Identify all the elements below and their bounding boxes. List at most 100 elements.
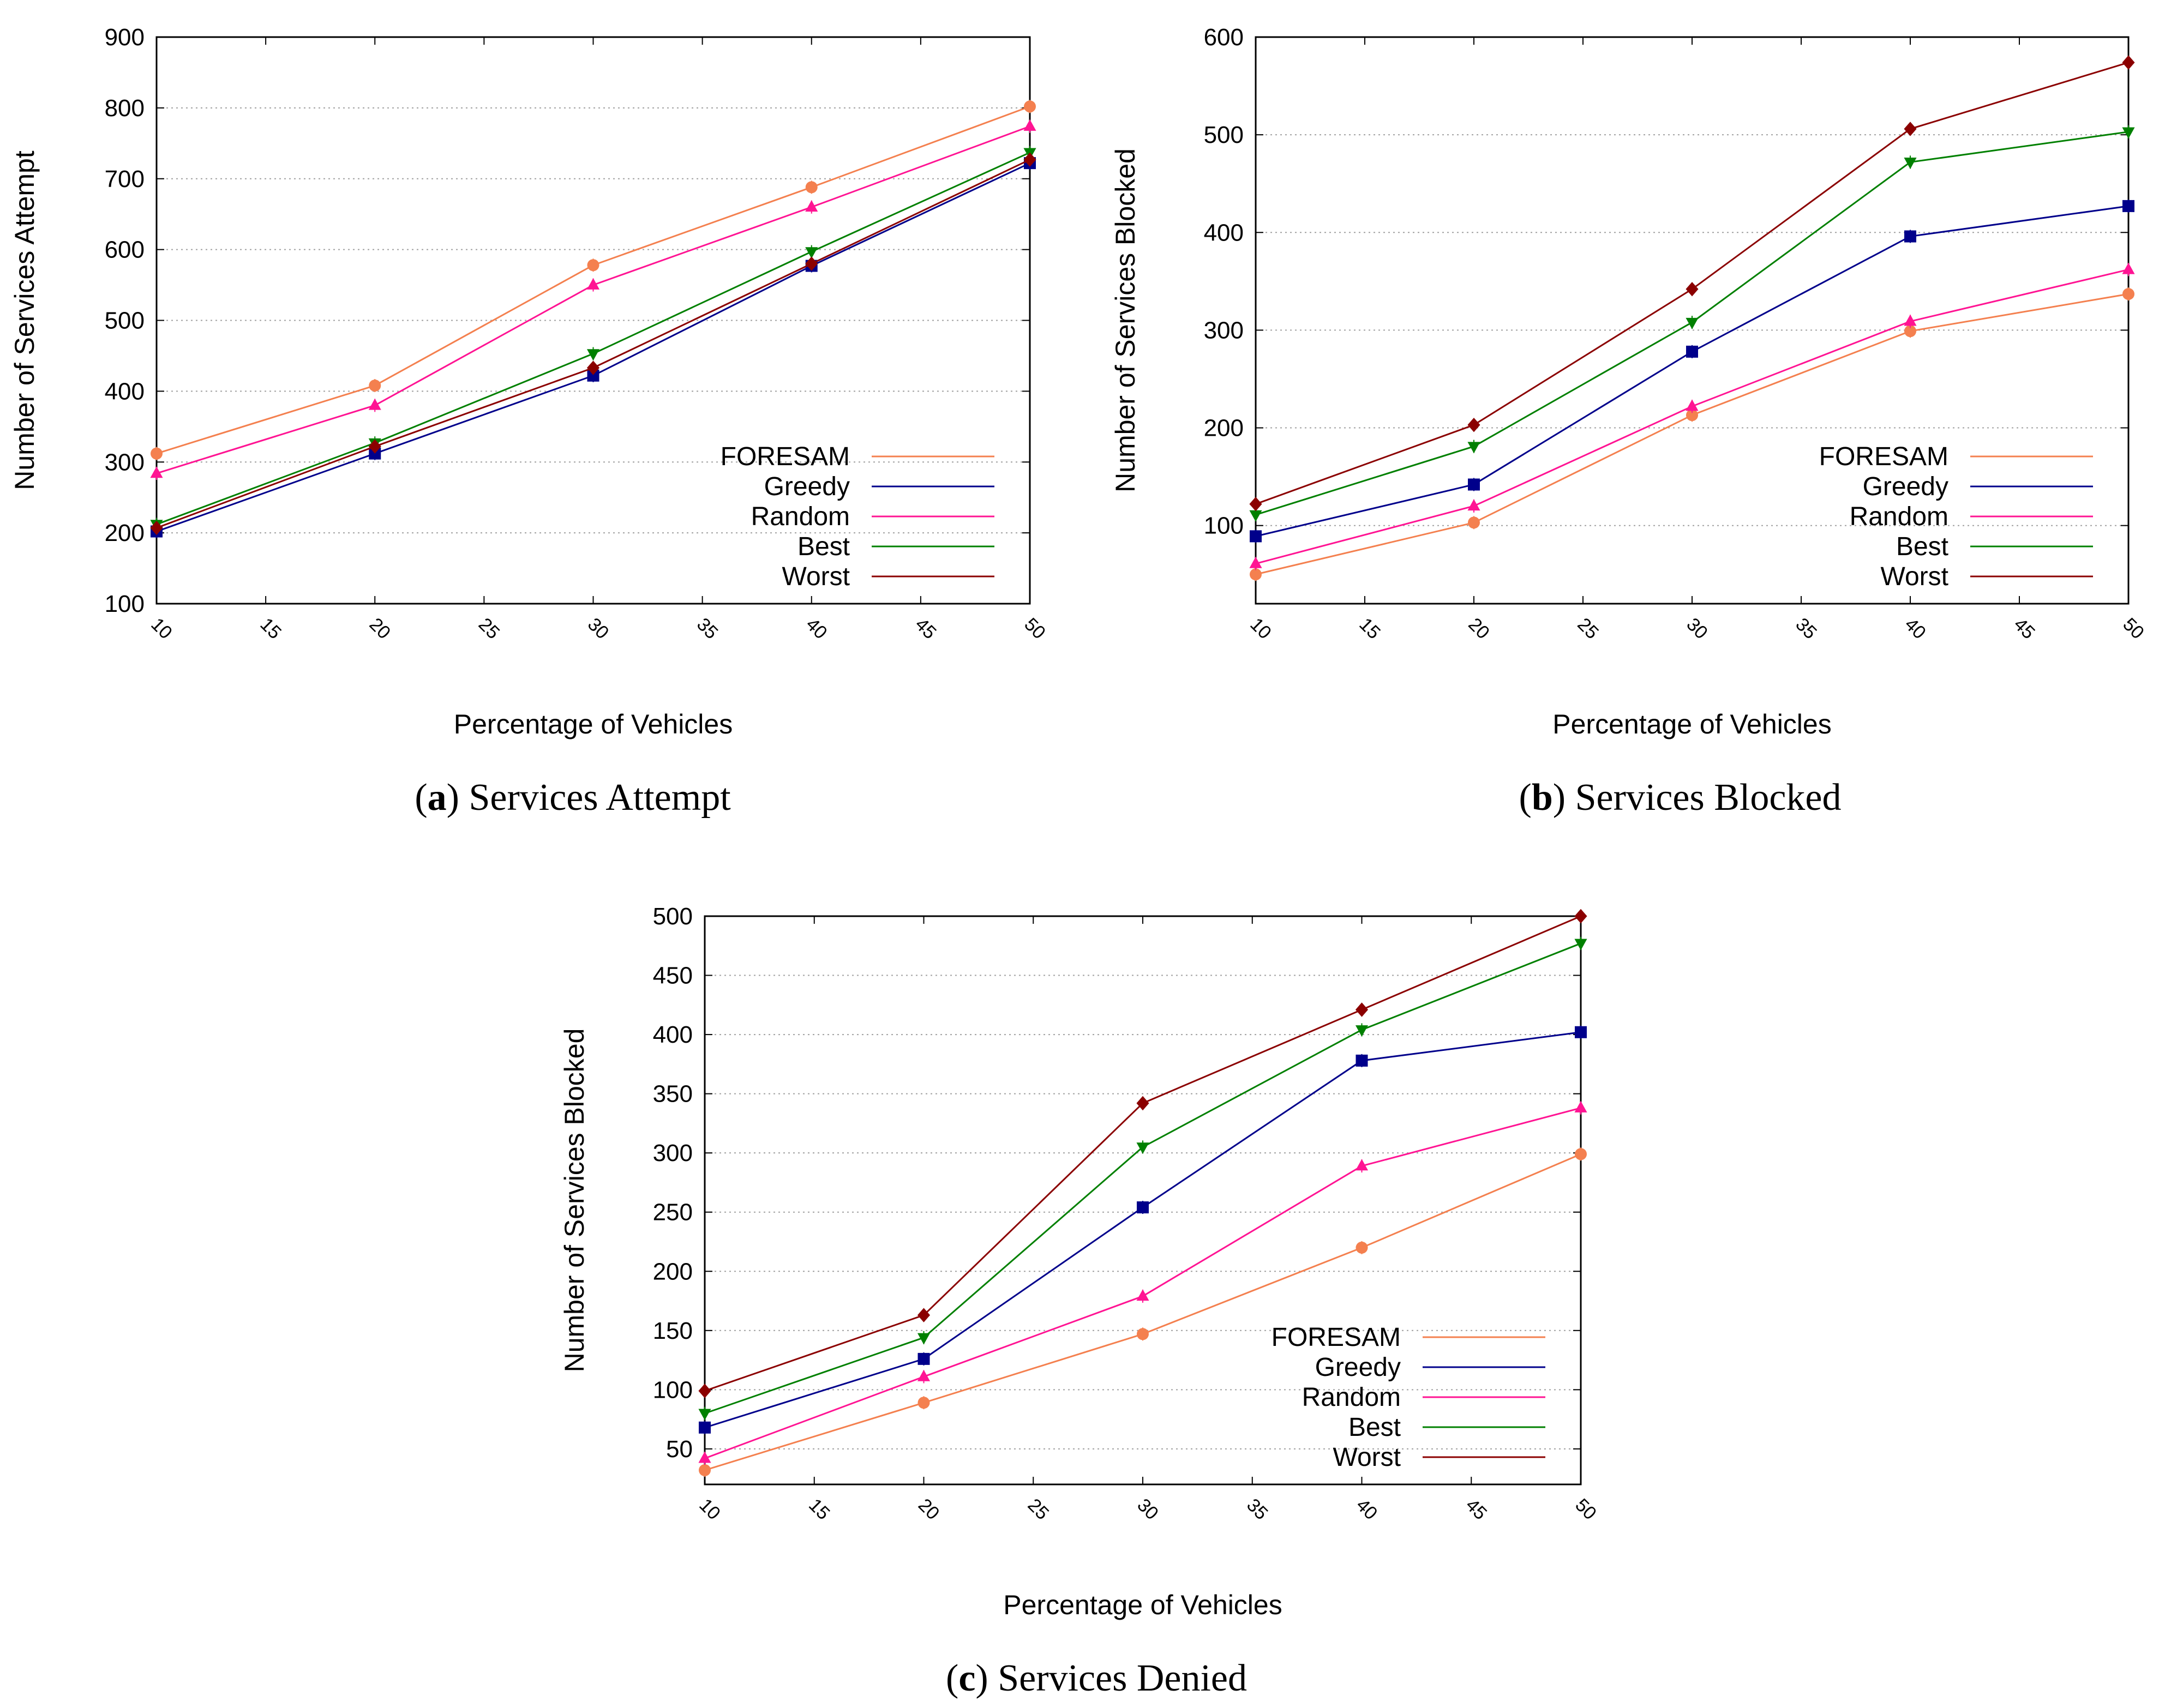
panel-b-series-worst-point [1904, 122, 1917, 136]
panel-a-caption: (a) Services Attempt [415, 777, 731, 819]
panel-b-ytick-label: 100 [1204, 513, 1244, 539]
panel-b-series-best-point [1686, 317, 1699, 329]
panel-b-series-random-point [1904, 314, 1917, 326]
panel-a-plot-frame [155, 36, 1031, 605]
panel-a-ytick-label: 600 [105, 237, 145, 263]
panel-c-series-random-point [1355, 1159, 1369, 1171]
panel-c-legend-label-random: Random [1302, 1383, 1401, 1412]
panel-b-ytick-label: 200 [1204, 415, 1244, 442]
panel-b-series-foresam-point [1250, 568, 1262, 581]
panel-a-series-worst-point [1023, 152, 1036, 167]
panel-b-series-foresam-point [2122, 288, 2134, 300]
panel-a-legend-label-worst: Worst [782, 562, 850, 591]
panel-b-series-worst-point [1467, 417, 1480, 432]
panel-b-legend-label-foresam: FORESAM [1819, 442, 1948, 471]
panel-b-series-random-point [2122, 262, 2135, 274]
panel-c-plot-frame [704, 915, 1582, 1486]
panel-c-series-greedy-point [917, 1352, 930, 1365]
panel-c-series-greedy-point [1137, 1201, 1149, 1214]
panel-b-series-greedy-point [1904, 230, 1916, 243]
panel-c-legend-label-foresam: FORESAM [1272, 1323, 1401, 1352]
panel-a-series-foresam-point [1024, 100, 1036, 113]
panel-b-series-random-point [1249, 556, 1262, 568]
panel-a-series-foresam-point [151, 447, 163, 460]
panel-c-series-best-point [917, 1333, 931, 1345]
panel-b-legend-label-random: Random [1850, 502, 1948, 531]
panel-a-ytick-label: 900 [105, 24, 145, 51]
panel-b-plot-frame [1255, 36, 2130, 605]
panel-c-series-greedy-point [1356, 1054, 1368, 1067]
panel-c-x-axis-label: Percentage of Vehicles [1003, 1590, 1282, 1620]
panel-b-series-greedy-point [1468, 478, 1480, 491]
panel-a-series-foresam-point [587, 259, 599, 272]
panel-b-series-best-point [2122, 127, 2135, 139]
panel-b-series-random-point [1686, 399, 1699, 411]
panel-c-series-foresam-point [1356, 1241, 1368, 1254]
panel-a-series-random-point [368, 398, 381, 410]
panel-a-legend-label-random: Random [751, 502, 850, 531]
panel-b-caption: (b) Services Blocked [1519, 777, 1842, 819]
panel-b-ytick-label: 600 [1204, 24, 1244, 51]
panel-c-series-best-point [698, 1409, 711, 1421]
panel-c-ytick-label: 350 [653, 1081, 693, 1108]
panel-c-legend-label-worst: Worst [1333, 1443, 1401, 1472]
panel-a-ytick-label: 200 [105, 520, 145, 546]
panel-b-series-greedy-point [2122, 200, 2134, 212]
panel-a-series-random-point [1023, 119, 1036, 131]
panel-c-ytick-label: 450 [653, 963, 693, 989]
panel-c-ytick-label: 400 [653, 1021, 693, 1048]
panel-a-series-worst-point [805, 256, 818, 271]
panel-a-series-foresam-point [369, 379, 381, 392]
panel-a-series-greedy-point [587, 369, 599, 382]
panel-a-series-random-point [805, 200, 818, 212]
panel-a-series-best-point [805, 247, 818, 259]
panel-a-caption-letter: a [428, 777, 447, 819]
panel-c-series-random-point [1574, 1101, 1587, 1112]
panel-c-ytick-label: 50 [666, 1436, 693, 1463]
panel-b-ytick-label: 300 [1204, 317, 1244, 344]
panel-a-ytick-label: 500 [105, 308, 145, 334]
panel-a-series-best-point [586, 349, 600, 361]
panel-b-series-foresam-point [1686, 409, 1698, 422]
panel-c-series-worst-point [917, 1308, 931, 1322]
panel-b-ytick-label: 500 [1204, 122, 1244, 148]
panel-a-ytick-label: 400 [105, 378, 145, 405]
panel-c-ytick-label: 100 [653, 1376, 693, 1403]
panel-b-caption-letter: b [1532, 777, 1553, 819]
panel-b-series-foresam-point [1904, 325, 1916, 338]
panel-c-ytick-label: 200 [653, 1258, 693, 1285]
panel-c-caption: (c) Services Denied [946, 1657, 1247, 1699]
panel-b-ytick-label: 400 [1204, 219, 1244, 246]
panel-b-series-random-point [1467, 499, 1480, 511]
panel-a-series-worst-point [368, 439, 381, 454]
panel-b-series-greedy-point [1250, 530, 1262, 543]
panel-a-x-axis-label: Percentage of Vehicles [454, 709, 733, 739]
panel-a-ytick-label: 800 [105, 95, 145, 122]
panel-c-series-worst-point [1574, 909, 1587, 924]
panel-b-y-axis-label: Number of Services Blocked [1110, 148, 1141, 492]
panel-a-y-axis-label: Number of Services Attempt [9, 151, 40, 490]
panel-b-series-best-point [1467, 442, 1480, 454]
panel-c-caption-letter: c [958, 1657, 975, 1699]
panel-c-series-foresam-point [1137, 1328, 1149, 1340]
panel-b-series-worst-point [2122, 55, 2135, 70]
panel-c-y-axis-label: Number of Services Blocked [559, 1029, 590, 1373]
panel-a-legend-label-foresam: FORESAM [721, 442, 850, 471]
panel-b-legend-label-best: Best [1896, 532, 1948, 561]
panel-c-series-foresam-point [699, 1464, 711, 1476]
panel-c-ytick-label: 150 [653, 1318, 693, 1344]
panel-b-series-worst-point [1249, 497, 1262, 512]
panel-a-legend-label-best: Best [797, 532, 850, 561]
panel-b-series-greedy-point [1686, 345, 1698, 358]
panel-a-legend-label-greedy: Greedy [764, 472, 850, 501]
panel-c-series-best-point [1355, 1025, 1369, 1037]
panel-b-series-foresam-point [1468, 516, 1480, 529]
panel-c-ytick-label: 300 [653, 1140, 693, 1166]
panel-c-series-random-point [917, 1369, 931, 1381]
panel-b-legend-label-worst: Worst [1881, 562, 1948, 591]
panel-c-series-worst-point [698, 1384, 711, 1398]
